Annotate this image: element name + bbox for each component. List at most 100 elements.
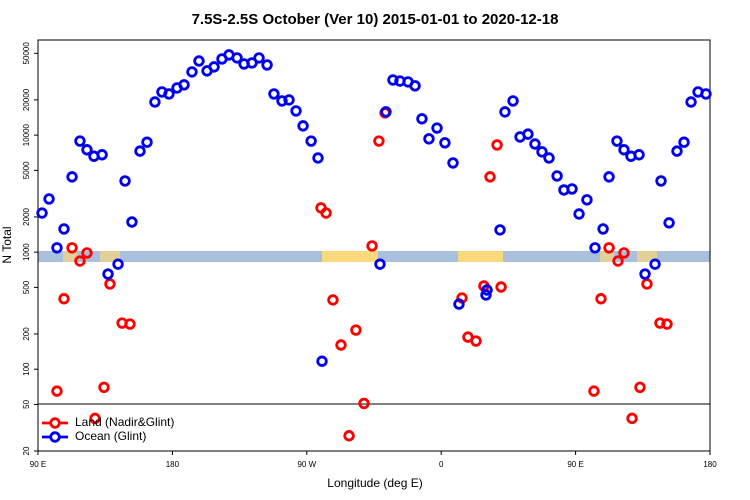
- point: [126, 216, 138, 228]
- point: [343, 430, 355, 442]
- point: [350, 324, 362, 336]
- y-tick-label: 50000: [22, 42, 31, 65]
- point: [507, 95, 519, 107]
- point: [51, 242, 63, 254]
- point: [253, 52, 265, 64]
- point: [312, 152, 324, 164]
- point: [589, 242, 601, 254]
- point: [603, 171, 615, 183]
- point: [649, 258, 661, 270]
- point: [671, 145, 683, 157]
- chart-title: 7.5S-2.5S October (Ver 10) 2015-01-01 to…: [192, 11, 559, 28]
- point: [480, 289, 492, 301]
- y-tick-label: 1000: [22, 243, 31, 261]
- point: [529, 138, 541, 150]
- point: [611, 135, 623, 147]
- point: [276, 95, 288, 107]
- point: [453, 298, 465, 310]
- point: [366, 240, 378, 252]
- point: [639, 268, 651, 280]
- legend-marker: [49, 431, 61, 443]
- point: [416, 113, 428, 125]
- point: [374, 258, 386, 270]
- point: [43, 193, 55, 205]
- point: [566, 183, 578, 195]
- point: [655, 175, 667, 187]
- y-tick-label: 50: [22, 399, 31, 408]
- x-tick-label: 180: [703, 460, 717, 469]
- band-patch: [458, 251, 503, 262]
- point: [178, 79, 190, 91]
- point: [588, 385, 600, 397]
- point: [447, 157, 459, 169]
- point: [36, 207, 48, 219]
- point: [149, 96, 161, 108]
- point: [663, 217, 675, 229]
- point: [96, 149, 108, 161]
- point: [208, 61, 220, 73]
- point: [316, 355, 328, 367]
- point: [261, 59, 273, 71]
- band-patch: [100, 251, 120, 262]
- point: [119, 175, 131, 187]
- point: [641, 278, 653, 290]
- point: [470, 335, 482, 347]
- point: [51, 385, 63, 397]
- point: [626, 412, 638, 425]
- x-tick-label: 90 E: [30, 460, 46, 469]
- point: [634, 381, 646, 394]
- point: [358, 397, 370, 410]
- band-patch: [322, 251, 378, 262]
- plot-frame: [37, 39, 711, 452]
- y-tick-label: 500: [22, 280, 31, 294]
- point: [612, 255, 624, 267]
- x-tick-label: 180: [166, 460, 180, 469]
- point: [231, 52, 243, 64]
- point: [297, 120, 309, 132]
- y-tick-label: 200: [22, 327, 31, 341]
- point: [81, 144, 93, 156]
- point: [283, 94, 295, 106]
- point: [573, 208, 585, 220]
- point: [66, 242, 78, 254]
- point: [543, 152, 555, 164]
- point: [654, 317, 666, 329]
- point: [491, 139, 503, 151]
- point: [633, 149, 645, 161]
- point: [74, 255, 86, 267]
- point: [522, 128, 534, 140]
- point: [193, 55, 205, 67]
- point: [373, 135, 385, 147]
- band-patch: [637, 251, 657, 262]
- point: [104, 278, 116, 290]
- point: [423, 133, 435, 145]
- point: [102, 268, 114, 280]
- band-patch: [63, 251, 77, 262]
- legend-label: Land (Nadir&Glint): [75, 415, 174, 429]
- point: [536, 146, 548, 158]
- y-tick-label: 10000: [22, 123, 31, 146]
- band-patch: [600, 251, 614, 262]
- point: [98, 381, 110, 394]
- point: [74, 135, 86, 147]
- point: [186, 66, 198, 78]
- point: [685, 96, 697, 108]
- point: [431, 122, 443, 134]
- point: [481, 284, 493, 296]
- point: [618, 247, 630, 259]
- point: [678, 136, 690, 148]
- y-tick-label: 2000: [22, 207, 31, 225]
- point: [387, 74, 399, 86]
- point: [335, 339, 347, 351]
- point: [327, 294, 339, 306]
- point: [163, 88, 175, 100]
- point: [380, 106, 392, 118]
- point: [141, 136, 153, 148]
- point: [124, 318, 136, 330]
- point: [320, 207, 332, 219]
- point: [89, 412, 101, 425]
- y-tick-label: 20: [22, 446, 31, 455]
- point: [81, 247, 93, 259]
- point: [495, 281, 507, 293]
- point: [661, 318, 673, 330]
